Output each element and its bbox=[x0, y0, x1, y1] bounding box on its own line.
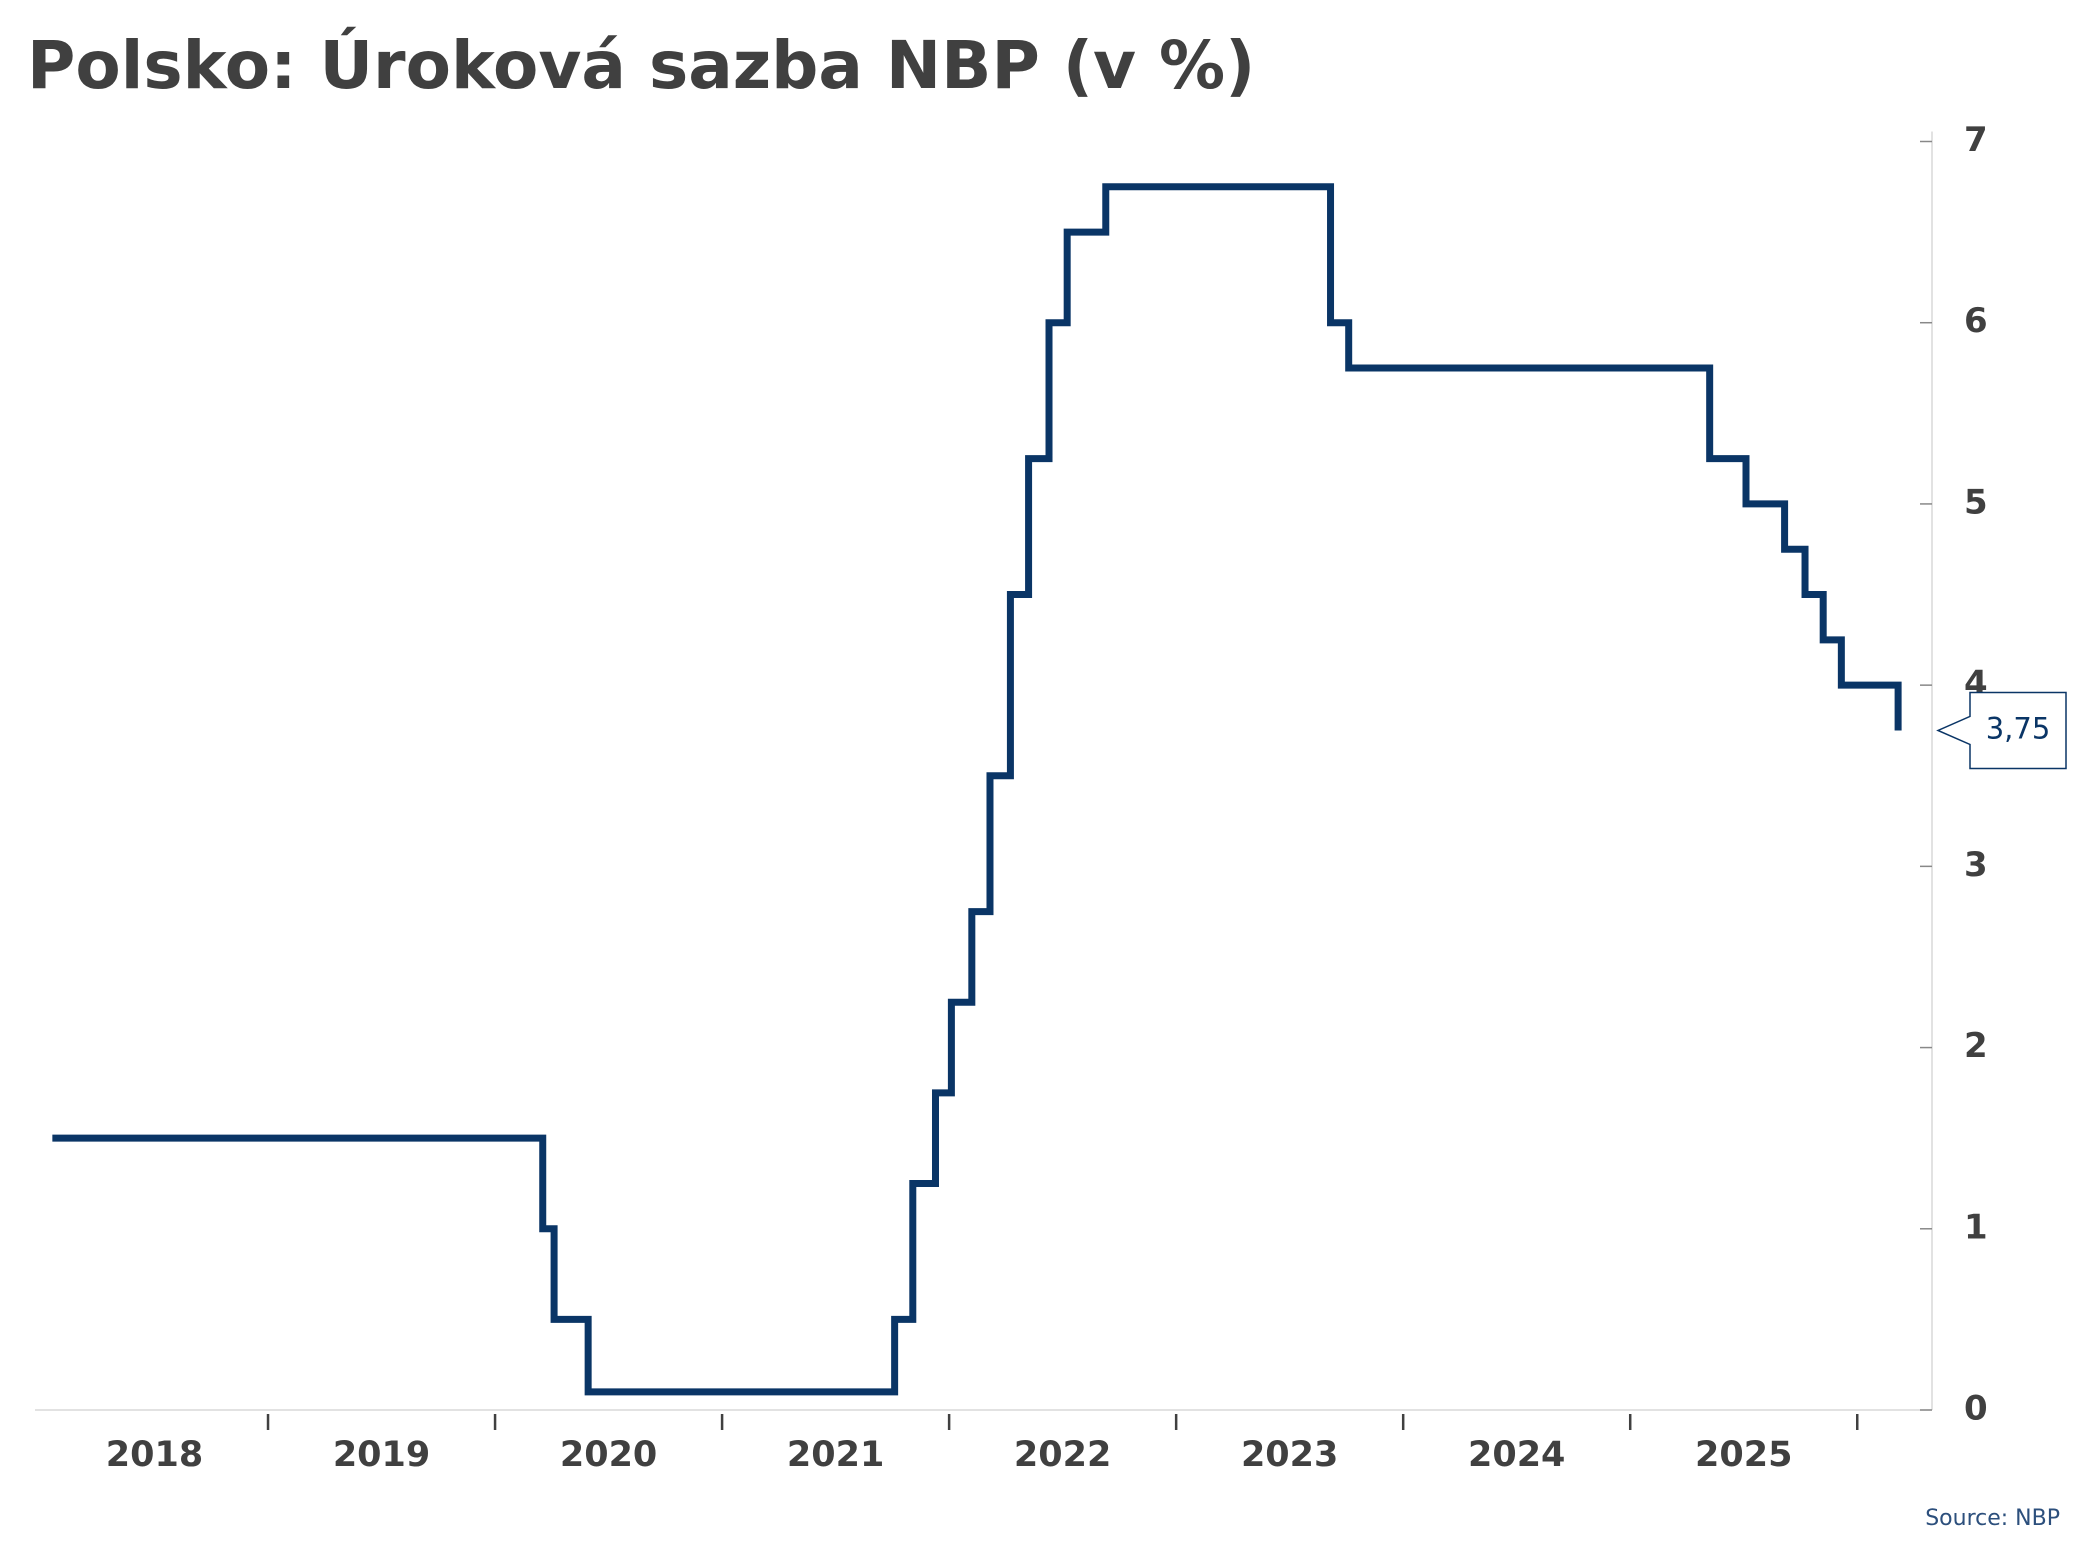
source: Source: NBP bbox=[1925, 1506, 2060, 1531]
chart-title: Polsko: Úroková sazba NBP (v %) bbox=[27, 27, 1255, 104]
series-line bbox=[52, 183, 1902, 1396]
callout-label: 3,75 bbox=[1986, 711, 2051, 745]
x-tick-label: 2024 bbox=[1468, 1435, 1565, 1475]
y-tick-label: 2 bbox=[1964, 1026, 1988, 1066]
x-tick-label: 2021 bbox=[787, 1435, 884, 1475]
callout bbox=[1936, 691, 2067, 770]
y-tick-label: 1 bbox=[1964, 1207, 1988, 1247]
y-tick-label: 7 bbox=[1964, 120, 1988, 160]
x-tick-label: 2023 bbox=[1241, 1435, 1338, 1475]
y-tick-label: 5 bbox=[1964, 482, 1988, 522]
y-tick-label: 3 bbox=[1964, 845, 1988, 885]
x-tick-label: 2020 bbox=[560, 1435, 657, 1475]
x-tick-label: 2019 bbox=[333, 1435, 430, 1475]
x-tick-label: 2022 bbox=[1014, 1435, 1111, 1475]
x-tick-label: 2018 bbox=[106, 1435, 203, 1475]
x-tick-label: 2025 bbox=[1695, 1435, 1792, 1475]
y-tick-label: 6 bbox=[1964, 301, 1988, 341]
y-tick-label: 0 bbox=[1964, 1389, 1988, 1429]
